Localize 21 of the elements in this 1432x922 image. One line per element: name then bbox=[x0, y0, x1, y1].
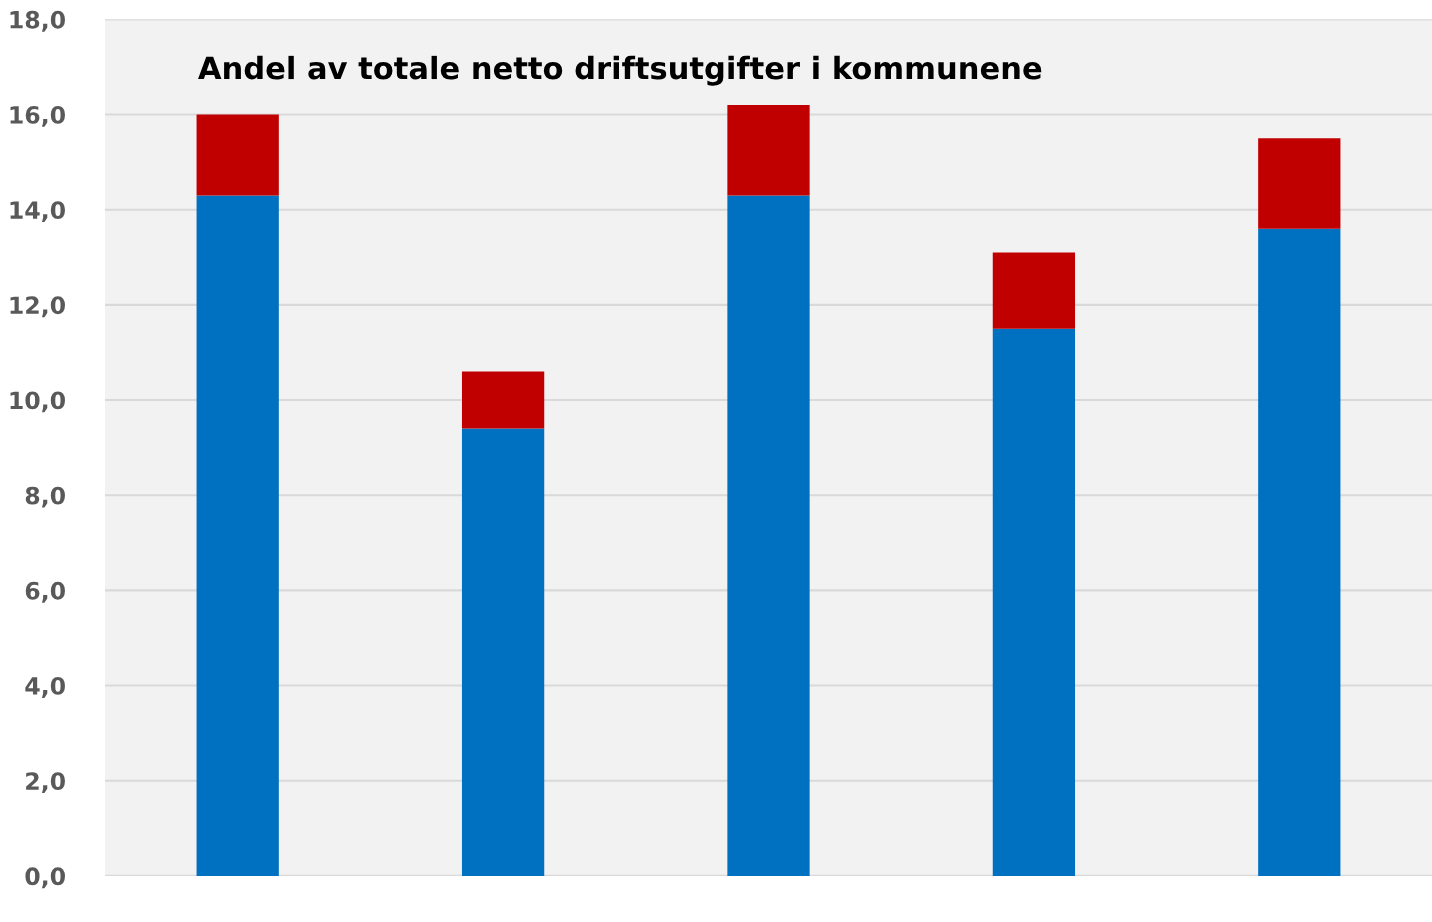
bar bbox=[992, 328, 1076, 876]
y-tick-label: 14,0 bbox=[10, 201, 65, 223]
y-tick-label: 2,0 bbox=[26, 772, 65, 794]
bar bbox=[461, 428, 545, 876]
bar bbox=[1258, 228, 1341, 876]
text: Andel av totale netto driftsutgifter i kommunene bbox=[198, 55, 1042, 86]
bar bbox=[461, 371, 545, 429]
y-tick-label: 8,0 bbox=[25, 486, 65, 508]
y-tick-label: 0,0 bbox=[25, 867, 65, 889]
bar bbox=[727, 105, 810, 196]
bar bbox=[727, 195, 810, 876]
y-tick-label: 18,0 bbox=[10, 10, 65, 32]
y-tick-label: 12,0 bbox=[10, 296, 65, 318]
y-tick-label: 10,0 bbox=[10, 391, 65, 413]
bar bbox=[1258, 138, 1341, 229]
bar bbox=[992, 252, 1076, 329]
bar bbox=[196, 195, 279, 876]
bar bbox=[196, 114, 279, 196]
y-tick-label: 4,0 bbox=[25, 677, 65, 698]
y-tick-label: 6,0 bbox=[25, 581, 65, 603]
y-tick-label: 16,0 bbox=[10, 105, 65, 127]
